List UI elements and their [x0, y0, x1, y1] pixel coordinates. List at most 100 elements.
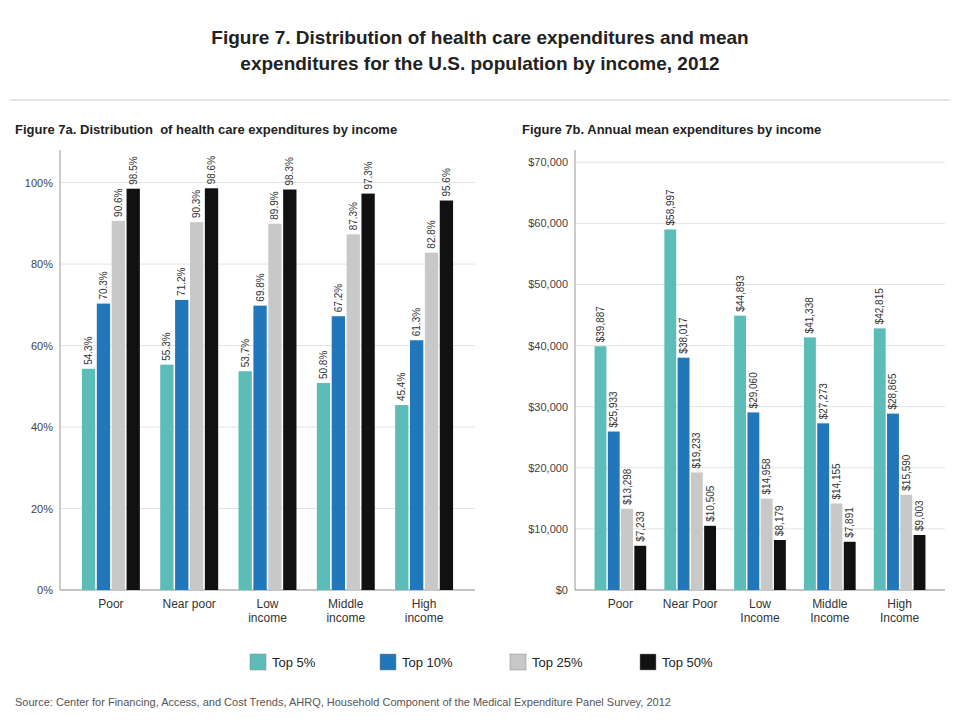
data-label: $44,893: [735, 275, 746, 312]
data-label: 53.7%: [240, 339, 251, 367]
y-tick-label: 100%: [25, 177, 53, 189]
bar: [332, 316, 345, 590]
data-label: $7,891: [844, 507, 855, 538]
data-label: 70.3%: [98, 271, 109, 299]
text-line: High: [412, 597, 437, 611]
bar: [253, 306, 266, 590]
text-line: High: [887, 597, 912, 611]
bar: [621, 509, 633, 590]
data-label: 90.3%: [191, 190, 202, 218]
y-axis-line: [575, 150, 576, 590]
chart-root: Figure 7. Distribution of health care ex…: [0, 0, 960, 720]
legend-label: Top 25%: [532, 655, 583, 670]
data-label: $41,338: [804, 297, 815, 334]
legend-swatch: [380, 654, 396, 670]
x-tick-label: Lowincome: [248, 597, 287, 625]
data-label: $39,887: [595, 306, 606, 343]
x-tick-label: LowIncome: [740, 597, 780, 625]
x-tick-label: Poor: [608, 597, 633, 611]
source-note: Source: Center for Financing, Access, an…: [15, 696, 671, 708]
bar: [395, 405, 408, 590]
data-label: 97.3%: [363, 161, 374, 189]
text-line: Income: [880, 611, 920, 625]
y-tick-label: $40,000: [528, 340, 568, 352]
y-tick-label: 60%: [31, 340, 53, 352]
data-labels: $39,887$58,997$44,893$41,338$42,815$25,9…: [595, 189, 925, 542]
bar: [347, 234, 360, 590]
legend-swatch: [510, 654, 526, 670]
grid-line: [60, 182, 475, 183]
bar: [844, 542, 856, 590]
x-tick-label: Near poor: [163, 597, 216, 611]
text-line: Near Poor: [663, 597, 718, 611]
text-line: income: [405, 611, 444, 625]
x-tick-label: HighIncome: [880, 597, 920, 625]
y-tick-label: 0%: [37, 584, 53, 596]
bar: [205, 188, 218, 590]
data-label: 71.2%: [176, 267, 187, 295]
bar: [239, 371, 252, 590]
bar: [317, 383, 330, 590]
y-tick-label: 20%: [31, 503, 53, 515]
x-tick-label: Highincome: [405, 597, 444, 625]
text-line: Poor: [608, 597, 633, 611]
bar: [425, 253, 438, 590]
data-label: 67.2%: [333, 284, 344, 312]
x-tick-label: Middleincome: [326, 597, 365, 625]
y-tick-label: 80%: [31, 258, 53, 270]
chart-title: Figure 7a. Distribution of health care e…: [15, 122, 397, 137]
data-label: $58,997: [665, 189, 676, 226]
bar: [691, 472, 703, 590]
text-line: Middle: [328, 597, 364, 611]
grid-line: [575, 162, 945, 163]
data-label: 98.3%: [284, 157, 295, 185]
data-label: 55.3%: [161, 332, 172, 360]
grid-line: [575, 223, 945, 224]
x-tick-label: MiddleIncome: [810, 597, 850, 625]
y-tick-label: $70,000: [528, 156, 568, 168]
bar: [112, 221, 125, 590]
bar: [608, 432, 620, 590]
bar: [774, 540, 786, 590]
bar: [804, 337, 816, 590]
y-tick-label: $0: [556, 584, 568, 596]
bar: [678, 358, 690, 590]
data-label: $7,233: [635, 511, 646, 542]
data-label: $10,505: [705, 485, 716, 522]
chart-title: Figure 7b. Annual mean expenditures by i…: [522, 122, 821, 137]
y-tick-label: $50,000: [528, 278, 568, 290]
text-line: Low: [749, 597, 771, 611]
y-tick-label: $60,000: [528, 217, 568, 229]
bar: [664, 229, 676, 590]
data-label: $19,233: [691, 432, 702, 469]
data-label: $25,933: [608, 391, 619, 428]
legend: Top 5%Top 10%Top 25%Top 50%: [250, 654, 713, 670]
bar: [361, 194, 374, 590]
data-label: 90.6%: [113, 188, 124, 216]
background: [0, 0, 960, 720]
data-label: $28,865: [887, 373, 898, 410]
data-label: $9,003: [914, 500, 925, 531]
y-axis-line: [60, 150, 61, 590]
bar: [634, 546, 646, 590]
y-tick-label: $20,000: [528, 462, 568, 474]
bars: [82, 188, 453, 590]
text-line: Middle: [812, 597, 848, 611]
data-label: $14,155: [831, 463, 842, 500]
data-label: $13,298: [622, 468, 633, 505]
data-label: 61.3%: [411, 308, 422, 336]
x-tick-label: Poor: [98, 597, 123, 611]
data-label: 54.3%: [83, 336, 94, 364]
data-label: $38,017: [678, 317, 689, 354]
text-line: expenditures for the U.S. population by …: [240, 53, 719, 74]
data-label: $15,590: [901, 454, 912, 491]
bar: [817, 423, 829, 590]
data-label: 98.6%: [206, 156, 217, 184]
data-label: 98.5%: [128, 156, 139, 184]
data-label: $29,060: [748, 372, 759, 409]
bar: [82, 369, 95, 590]
bar: [595, 346, 607, 590]
legend-label: Top 50%: [662, 655, 713, 670]
text-line: income: [326, 611, 365, 625]
bar: [160, 365, 173, 590]
